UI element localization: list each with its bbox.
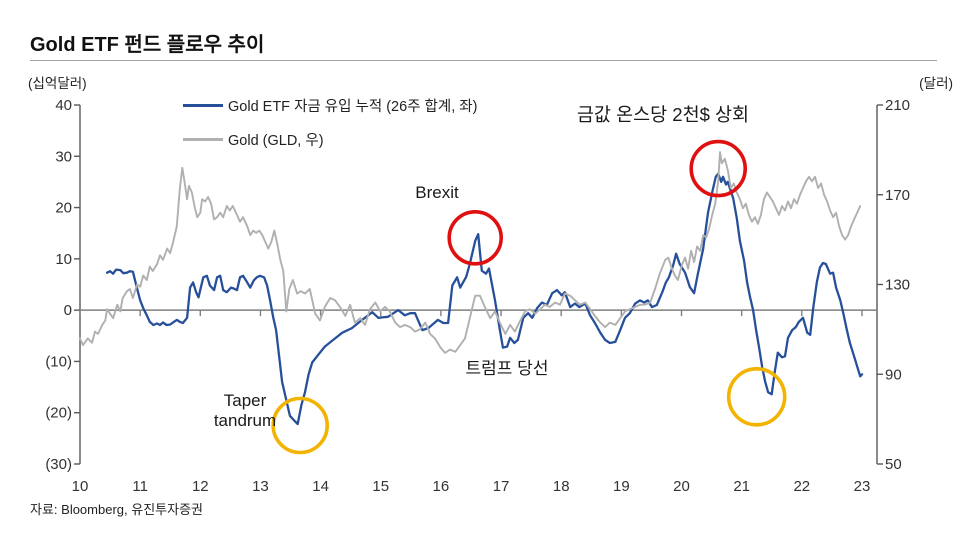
right-axis-unit-label: (달러) <box>919 76 953 91</box>
x-axis-tick-label: 21 <box>733 478 750 495</box>
x-axis-tick-label: 14 <box>312 478 329 495</box>
x-axis-tick-label: 23 <box>854 478 871 495</box>
series-gold-gld-line <box>79 151 862 354</box>
legend-line-gray <box>183 137 223 141</box>
legend-item-gold-gld: Gold (GLD, 우) <box>183 127 477 151</box>
legend-line-blue <box>183 103 223 107</box>
right-axis-tick-label: 90 <box>885 366 902 383</box>
x-axis-tick-label: 12 <box>192 478 209 495</box>
x-axis-tick-label: 20 <box>673 478 690 495</box>
source-note: 자료: Bloomberg, 유진투자증권 <box>30 502 203 517</box>
title-divider <box>30 60 937 61</box>
annotation-trump-election: 트럼프 당선 <box>465 359 549 378</box>
2021-outflow-circle <box>726 366 787 427</box>
x-axis-tick-label: 10 <box>72 478 89 495</box>
taper-tantrum-circle <box>271 396 330 455</box>
x-axis-tick-label: 16 <box>433 478 450 495</box>
annotation-taper-tantrum: Taper tandrum <box>213 391 277 430</box>
left-axis-tick-label: 0 <box>64 302 72 319</box>
left-axis-tick-label: (20) <box>45 405 72 422</box>
x-axis-tick-label: 15 <box>372 478 389 495</box>
right-axis-tick-label: 50 <box>885 456 902 473</box>
left-axis-tick-label: 20 <box>55 200 72 217</box>
x-axis-tick-label: 22 <box>793 478 810 495</box>
left-axis-unit-label: (십억달러) <box>28 76 87 91</box>
chart-legend: Gold ETF 자금 유입 누적 (26주 합계, 좌) Gold (GLD,… <box>183 93 477 161</box>
page-title: Gold ETF 펀드 플로우 추이 <box>30 34 265 56</box>
x-axis-tick-label: 11 <box>132 478 148 495</box>
legend-label-gold-gld: Gold (GLD, 우) <box>228 132 324 149</box>
legend-item-etf-flow: Gold ETF 자금 유입 누적 (26주 합계, 좌) <box>183 93 477 117</box>
left-axis-tick-label: 10 <box>55 251 72 268</box>
x-axis-tick-label: 18 <box>553 478 570 495</box>
left-axis-tick-label: (10) <box>45 353 72 370</box>
left-axis-tick-label: 40 <box>55 97 72 114</box>
series-etf-flow-line <box>105 172 864 426</box>
x-axis-tick-label: 13 <box>252 478 269 495</box>
annotation-gold-2000: 금값 온스당 2천$ 상회 <box>576 104 750 125</box>
legend-label-etf-flow: Gold ETF 자금 유입 누적 (26주 합계, 좌) <box>228 98 478 115</box>
right-axis-tick-label: 170 <box>885 187 910 204</box>
annotation-brexit: Brexit <box>415 183 459 202</box>
gold-2000-circle <box>689 139 748 198</box>
x-axis-tick-label: 17 <box>493 478 510 495</box>
left-axis-tick-label: (30) <box>45 456 72 473</box>
right-axis-tick-label: 210 <box>885 97 910 114</box>
right-axis-tick-label: 130 <box>885 277 910 294</box>
left-axis-tick-label: 30 <box>55 148 72 165</box>
x-axis-tick-label: 19 <box>613 478 630 495</box>
brexit-circle <box>447 210 504 266</box>
